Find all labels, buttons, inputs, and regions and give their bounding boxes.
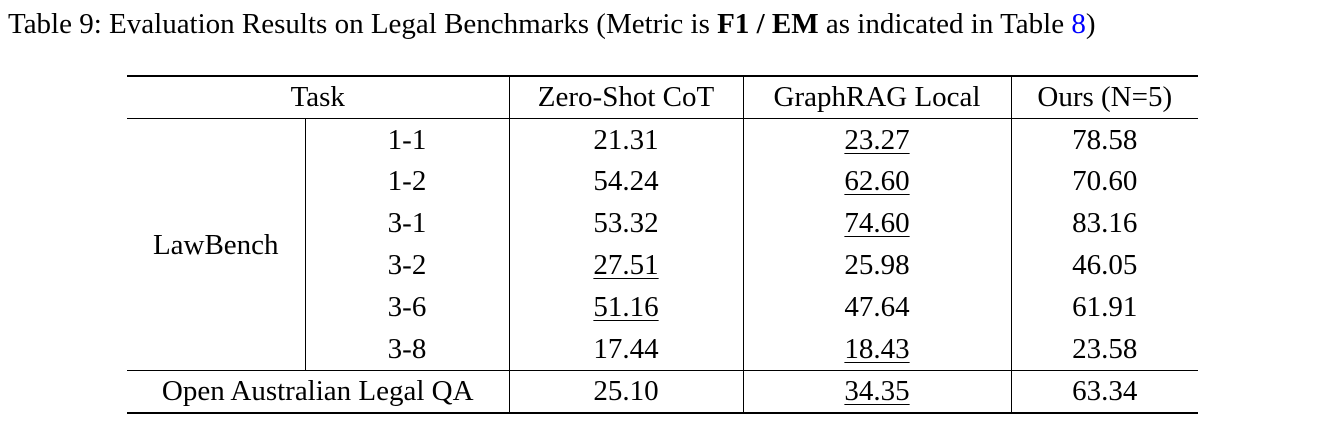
ours-value: 83.16 [1072,207,1138,239]
header-zero-shot: Zero-Shot CoT [509,75,744,119]
graphrag-value: 34.35 [844,375,910,408]
table-caption: Table 9: Evaluation Results on Legal Ben… [8,4,1096,44]
benchmark-oalqa: Open Australian Legal QA [127,369,510,414]
table-row: LawBench 1-1 21.31 23.27 78.58 [127,118,1198,370]
graphrag-value: 23.27 [844,124,910,157]
graphrag-value: 47.64 [743,286,1012,328]
table-row: 1-2 54.24 62.60 70.60 [127,160,1198,202]
ours-value: 63.34 [1011,369,1198,414]
task-id: 1-1 [305,118,510,160]
graphrag-value: 18.43 [844,332,910,365]
ours-value: 46.05 [1072,249,1138,281]
header-graphrag: GraphRAG Local [743,75,1012,119]
zero-shot-value: 51.16 [593,291,659,323]
task-id: 1-2 [305,160,510,202]
header-task: Task [127,75,510,119]
zero-shot-value: 54.24 [509,160,744,202]
ours-value: 70.60 [1072,165,1138,197]
header-ours: Ours (N=5) [1011,75,1198,119]
header-row: Task Zero-Shot CoT GraphRAG Local Ours (… [127,75,1198,119]
caption-suffix: ) [1085,8,1096,40]
caption-prefix: Table 9: Evaluation Results on Legal Ben… [8,8,718,40]
benchmark-lawbench: LawBench [127,118,306,370]
table-ref-link[interactable]: 8 [1071,8,1086,40]
zero-shot-value: 17.44 [509,328,744,370]
graphrag-value: 25.98 [743,244,1012,286]
results-table: Task Zero-Shot CoT GraphRAG Local Ours (… [127,75,1198,414]
task-id: 3-2 [305,244,510,286]
zero-shot-value: 21.31 [509,118,744,160]
table-row: 3-1 53.32 74.60 83.16 [127,202,1198,244]
table-row: Open Australian Legal QA 25.10 34.35 63.… [127,369,1198,414]
graphrag-value: 74.60 [844,207,910,239]
task-id: 3-1 [305,202,510,244]
table-row: 3-2 27.51 25.98 46.05 [127,244,1198,286]
table-row: 3-8 17.44 18.43 23.58 [127,328,1198,370]
ours-value: 23.58 [1072,332,1138,365]
caption-metric: F1 / EM [717,8,819,40]
zero-shot-value: 25.10 [509,369,744,414]
ours-value: 61.91 [1072,291,1138,323]
task-id: 3-6 [305,286,510,328]
caption-middle: as indicated in Table [818,8,1072,40]
task-id: 3-8 [305,328,510,370]
table-row: 3-6 51.16 47.64 61.91 [127,286,1198,328]
graphrag-value: 62.60 [844,165,910,197]
ours-value: 78.58 [1072,124,1138,157]
zero-shot-value: 27.51 [593,249,659,281]
zero-shot-value: 53.32 [509,202,744,244]
